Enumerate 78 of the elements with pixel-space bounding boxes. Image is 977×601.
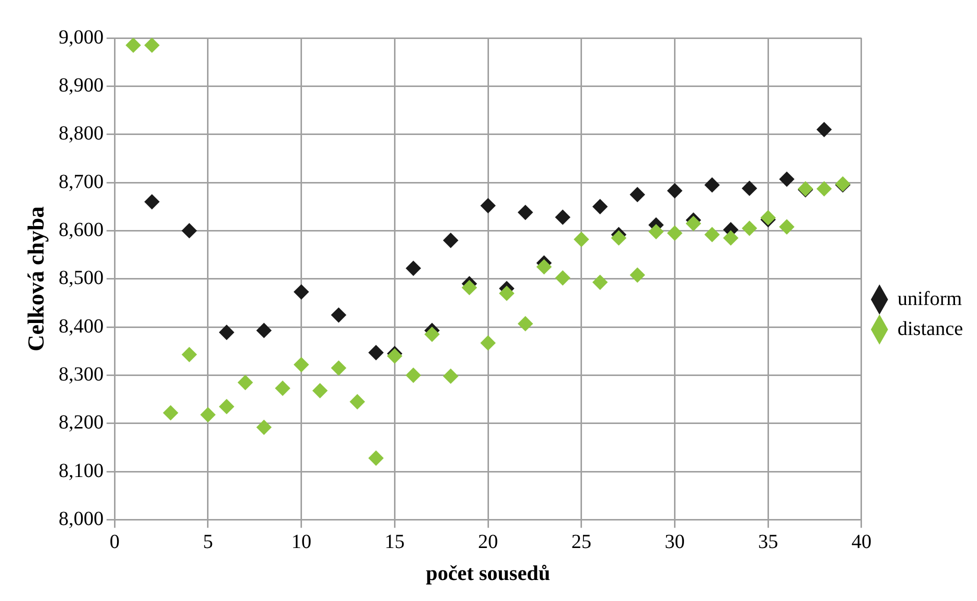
point <box>219 324 234 340</box>
point <box>144 38 160 53</box>
point <box>331 308 346 323</box>
point <box>462 280 477 296</box>
y-tick-label: 8,800 <box>58 122 104 145</box>
point <box>182 223 197 238</box>
point <box>630 268 645 283</box>
point <box>350 394 365 410</box>
y-tick-label: 8,600 <box>58 218 104 241</box>
point <box>368 345 384 360</box>
y-axis-title: Celková chyba <box>24 206 49 352</box>
point <box>518 316 533 332</box>
point <box>686 216 701 231</box>
point <box>536 259 552 274</box>
y-tick-label: 8,000 <box>58 508 104 530</box>
point <box>518 204 533 220</box>
point <box>574 232 589 247</box>
y-tick-label: 8,500 <box>58 267 104 290</box>
point <box>480 198 496 214</box>
point <box>256 322 272 338</box>
point <box>555 270 570 286</box>
point <box>294 357 309 372</box>
point <box>779 172 794 187</box>
y-tick-label: 8,400 <box>58 315 104 338</box>
point <box>126 38 141 53</box>
x-tick-label: 30 <box>664 531 685 554</box>
point <box>630 187 645 202</box>
point <box>219 399 234 414</box>
point <box>611 230 626 246</box>
point <box>275 380 290 396</box>
point <box>238 374 253 390</box>
legend-label: uniform <box>897 288 962 310</box>
x-tick-label: 20 <box>478 531 498 554</box>
point <box>816 122 832 138</box>
legend-label: distance <box>897 318 964 340</box>
point <box>742 180 757 196</box>
point <box>667 226 682 241</box>
x-axis-title: počet sousedů <box>426 560 550 585</box>
y-tick-label: 9,000 <box>58 26 104 48</box>
point <box>331 360 346 376</box>
point <box>816 181 832 196</box>
point <box>592 199 608 214</box>
y-tick-label: 8,700 <box>58 170 104 193</box>
point <box>443 368 458 384</box>
x-tick-label: 5 <box>202 531 213 554</box>
point <box>256 420 272 435</box>
point <box>144 194 160 210</box>
x-tick-label: 25 <box>571 531 592 554</box>
point <box>779 219 794 234</box>
y-tick-label: 8,100 <box>58 460 104 482</box>
point <box>200 407 216 422</box>
point <box>163 405 178 420</box>
point <box>406 368 421 383</box>
point <box>555 210 570 225</box>
x-tick-label: 10 <box>291 531 312 554</box>
point <box>499 286 514 301</box>
point <box>294 284 309 300</box>
y-tick-label: 8,900 <box>58 74 104 96</box>
x-tick-label: 40 <box>851 531 872 554</box>
point <box>723 230 738 246</box>
point <box>742 220 757 236</box>
point <box>368 450 384 466</box>
y-tick-label: 8,200 <box>58 412 104 434</box>
point <box>704 227 720 242</box>
y-tick-label: 8,300 <box>58 364 104 386</box>
point <box>406 260 421 276</box>
point <box>424 326 440 342</box>
point <box>648 224 664 240</box>
x-tick-label: 35 <box>758 531 778 554</box>
point <box>704 177 720 192</box>
point <box>443 232 458 248</box>
point <box>592 274 608 290</box>
point <box>480 335 496 350</box>
x-tick-label: 15 <box>384 531 405 554</box>
point <box>182 347 197 362</box>
point <box>312 383 328 398</box>
point <box>667 183 682 198</box>
x-tick-label: 0 <box>110 531 120 554</box>
